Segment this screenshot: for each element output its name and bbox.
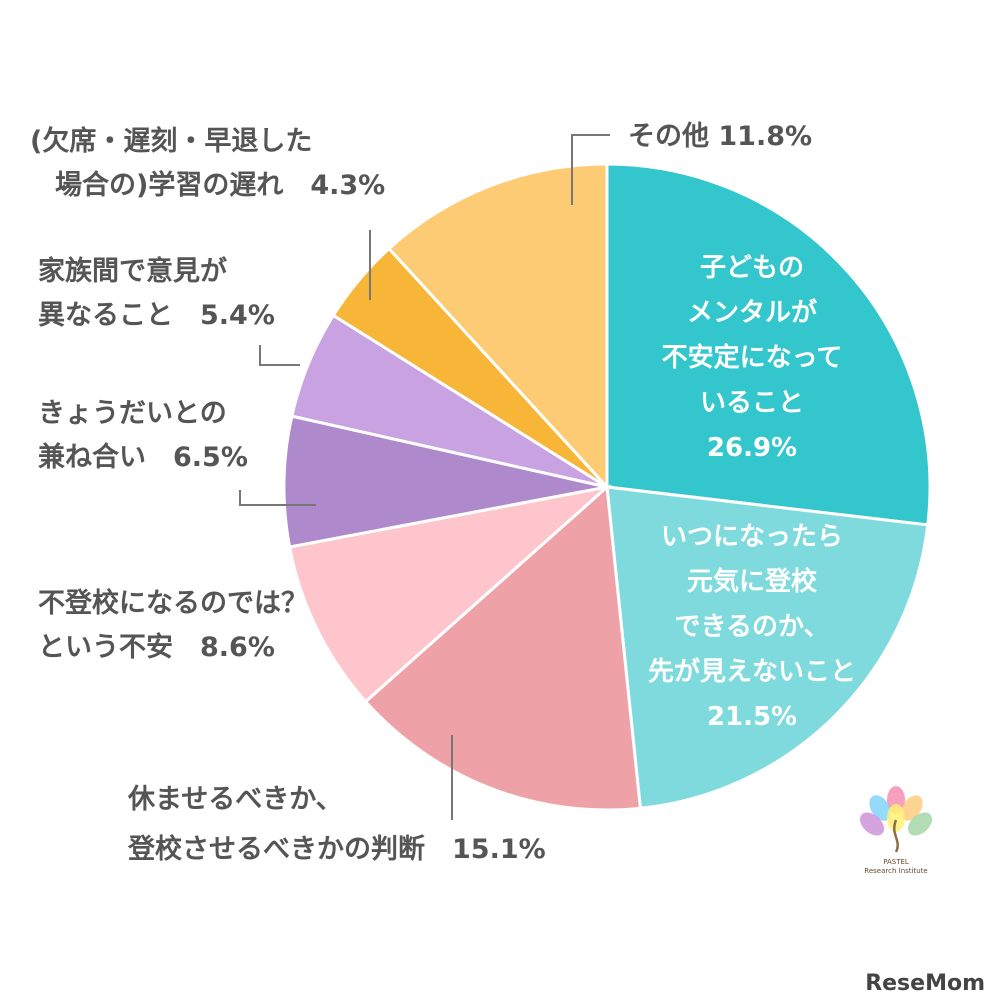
slice-label-2-line-1: いつになったら xyxy=(661,522,843,552)
slice-label-6-line-1: 家族間で意見が xyxy=(38,255,227,287)
logo-text-line1: PASTEL xyxy=(883,858,909,866)
slice-label-2: いつになったら元気に登校できるのか、先が見えないこと 21.5% xyxy=(648,522,856,732)
pie-slice-8 xyxy=(386,162,609,491)
slice-label-2-line-4: 先が見えないこと xyxy=(648,656,856,687)
slice-label-1-line-1: 子どもの xyxy=(700,253,804,283)
slice-label-2-line-3: できるのか、 xyxy=(675,612,830,642)
slice-label-6-line-2: 異なること 5.4% xyxy=(38,300,275,331)
slice-label-1-line-2: メンタルが xyxy=(687,297,817,328)
slice-label-2-line-2: 元気に登校 xyxy=(687,566,818,597)
slice-label-3: 休ませるべきか、登校させるべきかの判断 15.1% xyxy=(127,784,546,865)
slice-label-3-line-2: 登校させるべきかの判断 15.1% xyxy=(127,833,546,865)
logo-text-line2: Research Institute xyxy=(864,867,927,875)
slice-label-1: 子どものメンタルが不安定になっていること 26.9% xyxy=(662,253,843,463)
leader-line-5 xyxy=(239,490,316,506)
pie-slice-3 xyxy=(363,483,643,812)
slice-label-1-line-3: 不安定になって xyxy=(662,342,843,373)
logo-petal-3 xyxy=(869,795,891,821)
slice-label-5: きょうだいとの兼ね合い 6.5% xyxy=(38,398,248,473)
slice-label-6: 家族間で意見が異なること 5.4% xyxy=(38,255,275,331)
slice-label-1-line-5: 26.9% xyxy=(707,433,797,463)
slice-label-7-line-1: (欠席・遅刻・早退した xyxy=(30,125,312,157)
logo-petal-2 xyxy=(901,795,923,821)
slice-label-8: その他 11.8% xyxy=(628,121,812,152)
slice-label-2-line-5: 21.5% xyxy=(707,702,797,732)
slice-label-7: (欠席・遅刻・早退した場合の)学習の遅れ 4.3% xyxy=(30,125,385,201)
slice-label-4: 不登校になるのでは？ という不安 8.6% xyxy=(38,587,308,663)
slice-label-3-line-1: 休ませるべきか、 xyxy=(127,784,343,815)
logo-stem xyxy=(893,819,899,853)
leader-line-6 xyxy=(259,345,300,366)
slice-label-7-line-2: 場合の)学習の遅れ 4.3% xyxy=(55,169,385,201)
logo-petal-4 xyxy=(907,812,933,836)
logo-petal-5 xyxy=(859,812,885,836)
leader-line-8 xyxy=(571,134,610,205)
logo-petal-6 xyxy=(887,804,905,832)
pie-slice-5 xyxy=(282,414,608,549)
slice-label-4-line-2: という不安 8.6% xyxy=(38,632,275,663)
slice-label-5-line-2: 兼ね合い 6.5% xyxy=(38,441,248,473)
slice-label-1-line-4: いること xyxy=(700,388,804,418)
slice-label-8-line-1: その他 11.8% xyxy=(628,121,812,152)
slice-label-4-line-1: 不登校になるのでは？ xyxy=(38,587,308,619)
pie-slice-1 xyxy=(605,162,932,527)
slice-label-5-line-1: きょうだいとの xyxy=(38,398,227,429)
pie-slice-2 xyxy=(605,485,930,810)
pie-slice-4 xyxy=(287,484,613,704)
resemom-watermark: ReseMom xyxy=(865,971,985,996)
